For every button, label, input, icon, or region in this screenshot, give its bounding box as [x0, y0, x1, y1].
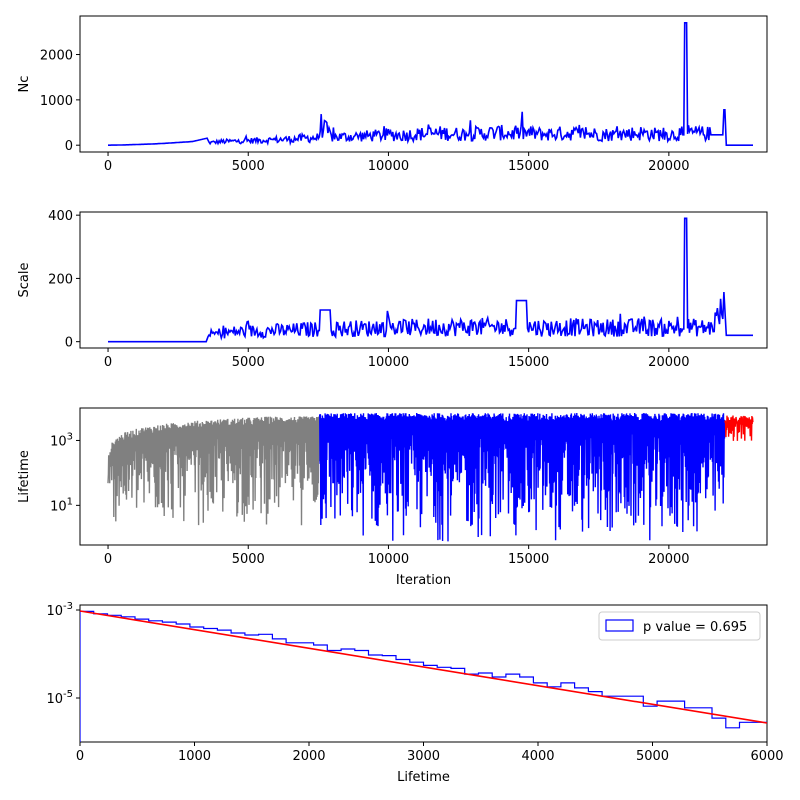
x-tick-label: 20000 [648, 159, 689, 174]
y-axis-label: Nc [17, 76, 32, 93]
x-tick-label: 20000 [648, 552, 689, 567]
y-tick-label: 0 [65, 336, 73, 351]
x-tick-label: 10000 [368, 355, 409, 370]
x-axis-label: Lifetime [397, 770, 450, 785]
x-tick-label: 0 [104, 552, 112, 567]
legend-label: p value = 0.695 [643, 620, 747, 635]
legend-box [598, 611, 761, 641]
x-tick-label: 5000 [232, 552, 265, 567]
panel-4: 0 1000 2000 3000 4000 5000 6000 10-5 10-3 Lifetim… [46, 601, 783, 785]
y-tick-label: 103 [50, 431, 73, 449]
x-tick-label: 5000 [232, 355, 265, 370]
x-tick-label: 1000 [178, 749, 211, 764]
x-axis-label: Iteration [396, 573, 451, 588]
legend-swatch [605, 619, 634, 632]
panel-2: 0 5000 10000 15000 20000 0 200 400 Scale [17, 209, 768, 370]
x-tick-label: 6000 [750, 749, 783, 764]
x-tick-label: 15000 [508, 552, 549, 567]
x-tick-label: 4000 [521, 749, 554, 764]
x-tick-label: 0 [104, 355, 112, 370]
y-tick-label: 0 [65, 139, 73, 154]
y-tick-label: 400 [48, 209, 73, 224]
x-tick-label: 2000 [292, 749, 325, 764]
lifetime-series-2 [319, 412, 726, 542]
y-axis-label: Lifetime [17, 450, 32, 503]
x-tick-label: 20000 [648, 355, 689, 370]
x-tick-label: 10000 [368, 159, 409, 174]
x-tick-label: 15000 [508, 159, 549, 174]
axes-frame [79, 407, 768, 546]
x-tick-label: 3000 [407, 749, 440, 764]
x-tick-label: 0 [76, 749, 84, 764]
series-line [108, 22, 753, 147]
y-tick-label: 1000 [40, 94, 73, 109]
y-tick-label: 200 [48, 272, 73, 287]
histogram-steps [80, 610, 767, 742]
x-tick-label: 5000 [636, 749, 669, 764]
axes-frame [79, 15, 768, 153]
y-tick-label: 2000 [40, 49, 73, 64]
axes-frame [79, 211, 768, 349]
lifetime-series-1 [107, 416, 321, 526]
x-tick-label: 15000 [508, 355, 549, 370]
fit-line [80, 610, 767, 724]
x-tick-label: 5000 [232, 159, 265, 174]
series-line [108, 217, 753, 343]
x-tick-label: 10000 [368, 552, 409, 567]
panel-1: 0 5000 10000 15000 20000 0 1000 2000 Nc [17, 15, 768, 174]
lifetime-series-3 [724, 415, 754, 441]
y-tick-label: 101 [50, 496, 73, 514]
x-tick-label: 0 [104, 159, 112, 174]
y-tick-label: 10-5 [46, 689, 73, 707]
y-axis-label: Scale [17, 263, 32, 298]
y-tick-label: 10-3 [46, 601, 73, 619]
legend: p value = 0.695 [598, 611, 761, 641]
panel-3: 0 5000 10000 15000 20000 101 103 Lifetime Iterat… [17, 407, 768, 588]
